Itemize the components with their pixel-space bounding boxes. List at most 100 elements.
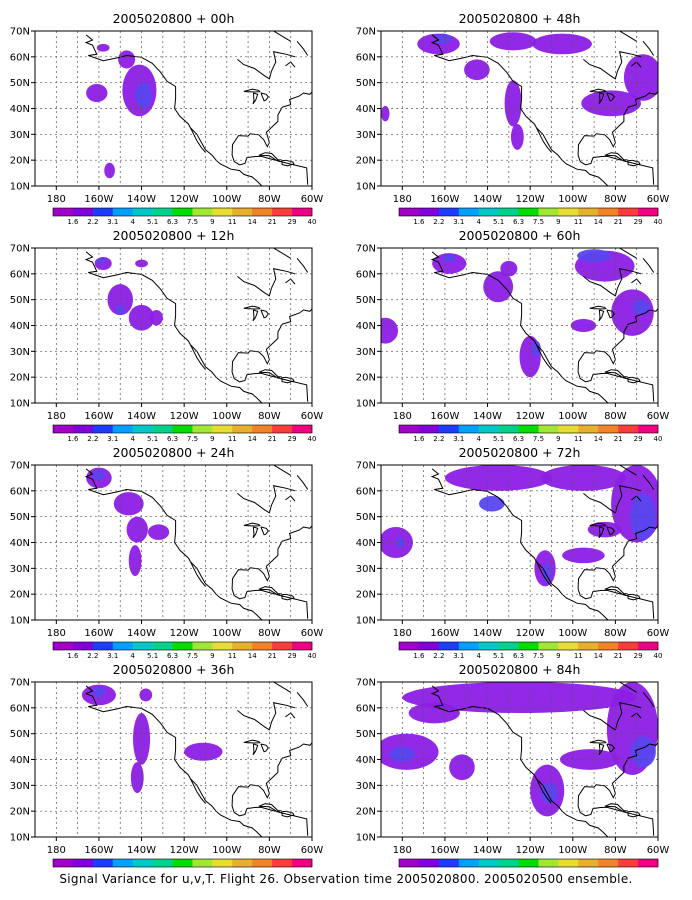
map-panel: 2005020800 + 36h 180 160W 140W 120W 100W 80W 60… — [10, 662, 324, 877]
colorbar-swatch — [112, 425, 133, 433]
colorbar-label: 14 — [594, 218, 603, 226]
x-tick-label: 120W — [516, 194, 545, 205]
coast-line — [536, 127, 552, 153]
x-tick-label: 60W — [301, 628, 324, 639]
y-tick-label: 10N — [10, 182, 30, 193]
coast-line — [583, 51, 642, 80]
signal-blob — [113, 492, 144, 516]
colorbar-label: 29 — [634, 218, 643, 226]
colorbar: 1.6 2.2 3.1 4 5.1 6.3 7.5 9 11 14 21 29 40 — [398, 858, 662, 877]
y-tick-label: 70N — [356, 461, 376, 472]
colorbar-swatch — [172, 859, 193, 867]
y-tick-label: 20N — [10, 373, 30, 384]
x-tick-label: 160W — [430, 845, 459, 856]
colorbar-swatch — [252, 642, 273, 650]
x-tick-label: 100W — [558, 628, 587, 639]
colorbar-label: 5.1 — [493, 218, 504, 226]
signal-blob — [118, 50, 136, 69]
signal-blob — [408, 702, 460, 724]
colorbar-label: 29 — [288, 652, 297, 660]
lake-outline — [243, 739, 261, 744]
colorbar-swatch — [72, 208, 94, 216]
signal-blob — [381, 317, 399, 344]
arctic-coast — [273, 31, 291, 42]
x-tick-label: 180 — [393, 845, 412, 856]
signal-blob — [128, 545, 142, 577]
colorbar-swatch — [558, 859, 579, 867]
panel-title: 2005020800 + 48h — [459, 11, 581, 26]
colorbar-label: 11 — [574, 435, 583, 443]
arctic-coast — [642, 474, 655, 490]
arctic-coast — [285, 712, 296, 719]
coast-line — [237, 268, 296, 297]
coast-line — [231, 307, 312, 402]
y-tick-label: 70N — [356, 244, 376, 255]
colorbar-swatch — [638, 208, 659, 216]
signal-blob — [432, 253, 467, 274]
colorbar-swatch — [458, 425, 479, 433]
x-tick-label: 180 — [47, 845, 66, 856]
lake-outline — [606, 526, 615, 536]
panel-title: 2005020800 + 84h — [459, 662, 581, 677]
colorbar-label: 1.6 — [67, 218, 79, 226]
colorbar-label: 2.2 — [87, 652, 98, 660]
colorbar-frame — [398, 641, 659, 651]
colorbar-label: 7.5 — [533, 869, 544, 870]
map-panel: 2005020800 + 12h 180 160W 140W 120W 100W 80W 60… — [10, 228, 324, 443]
y-tick-label: 40N — [10, 104, 30, 115]
arctic-coast — [273, 248, 291, 259]
x-tick-label: 80W — [604, 628, 627, 639]
lake-outline — [260, 526, 269, 536]
colorbar-label: 29 — [288, 435, 297, 443]
y-tick-label: 30N — [356, 347, 376, 358]
colorbar-label: 11 — [574, 652, 583, 660]
colorbar-label: 3.1 — [107, 218, 118, 226]
lake-outline — [598, 309, 605, 322]
arctic-coast — [619, 31, 637, 42]
lake-outline — [260, 743, 269, 753]
lake-outline — [260, 309, 269, 319]
colorbar-swatch — [478, 859, 499, 867]
colorbar-label: 3.1 — [453, 435, 464, 443]
x-tick-label: 100W — [212, 411, 241, 422]
colorbar-swatch — [53, 208, 74, 216]
grid — [381, 465, 658, 620]
figure-caption: Signal Variance for u,v,T. Flight 26. Ob… — [59, 872, 633, 886]
coast-line — [577, 741, 658, 836]
y-tick-label: 70N — [10, 27, 30, 38]
colorbar-swatch — [132, 208, 153, 216]
colorbar-label: 7.5 — [187, 435, 198, 443]
colorbar-label: 14 — [594, 869, 603, 870]
x-tick-label: 120W — [516, 845, 545, 856]
y-tick-label: 30N — [10, 564, 30, 575]
colorbar-label: 40 — [308, 869, 317, 870]
panel-title: 2005020800 + 72h — [459, 445, 581, 460]
coast-line — [577, 524, 658, 619]
colorbar-label: 14 — [594, 652, 603, 660]
x-tick-label: 80W — [258, 411, 281, 422]
colorbar: 1.6 2.2 3.1 4 5.1 6.3 7.5 9 11 14 21 29 40 — [398, 424, 662, 443]
coast-line — [583, 268, 642, 297]
colorbar-frame — [398, 424, 659, 434]
y-tick-label: 40N — [356, 321, 376, 332]
signal-blob — [150, 310, 163, 326]
island-outline — [604, 803, 628, 812]
colorbar-label: 2.2 — [433, 218, 444, 226]
colorbar-frame — [52, 207, 313, 217]
signal-blob — [86, 83, 108, 103]
colorbar-swatch — [272, 425, 293, 433]
coastline — [84, 248, 312, 403]
signal-blob — [489, 32, 537, 51]
colorbar: 1.6 2.2 3.1 4 5.1 6.3 7.5 9 11 14 21 29 40 — [398, 207, 662, 226]
colorbar-swatch — [292, 859, 313, 867]
x-tick-label: 60W — [301, 845, 324, 856]
signal-layer — [381, 248, 658, 403]
y-tick-label: 70N — [356, 27, 376, 38]
colorbar-swatch — [92, 642, 114, 650]
map-panel: 2005020800 + 72h 180 160W 140W 120W 100W 80W 60… — [356, 445, 670, 660]
colorbar-label: 7.5 — [187, 218, 198, 226]
colorbar-swatch — [212, 208, 233, 216]
colorbar-swatch — [212, 859, 233, 867]
arctic-coast — [285, 495, 296, 502]
x-tick-label: 100W — [212, 628, 241, 639]
